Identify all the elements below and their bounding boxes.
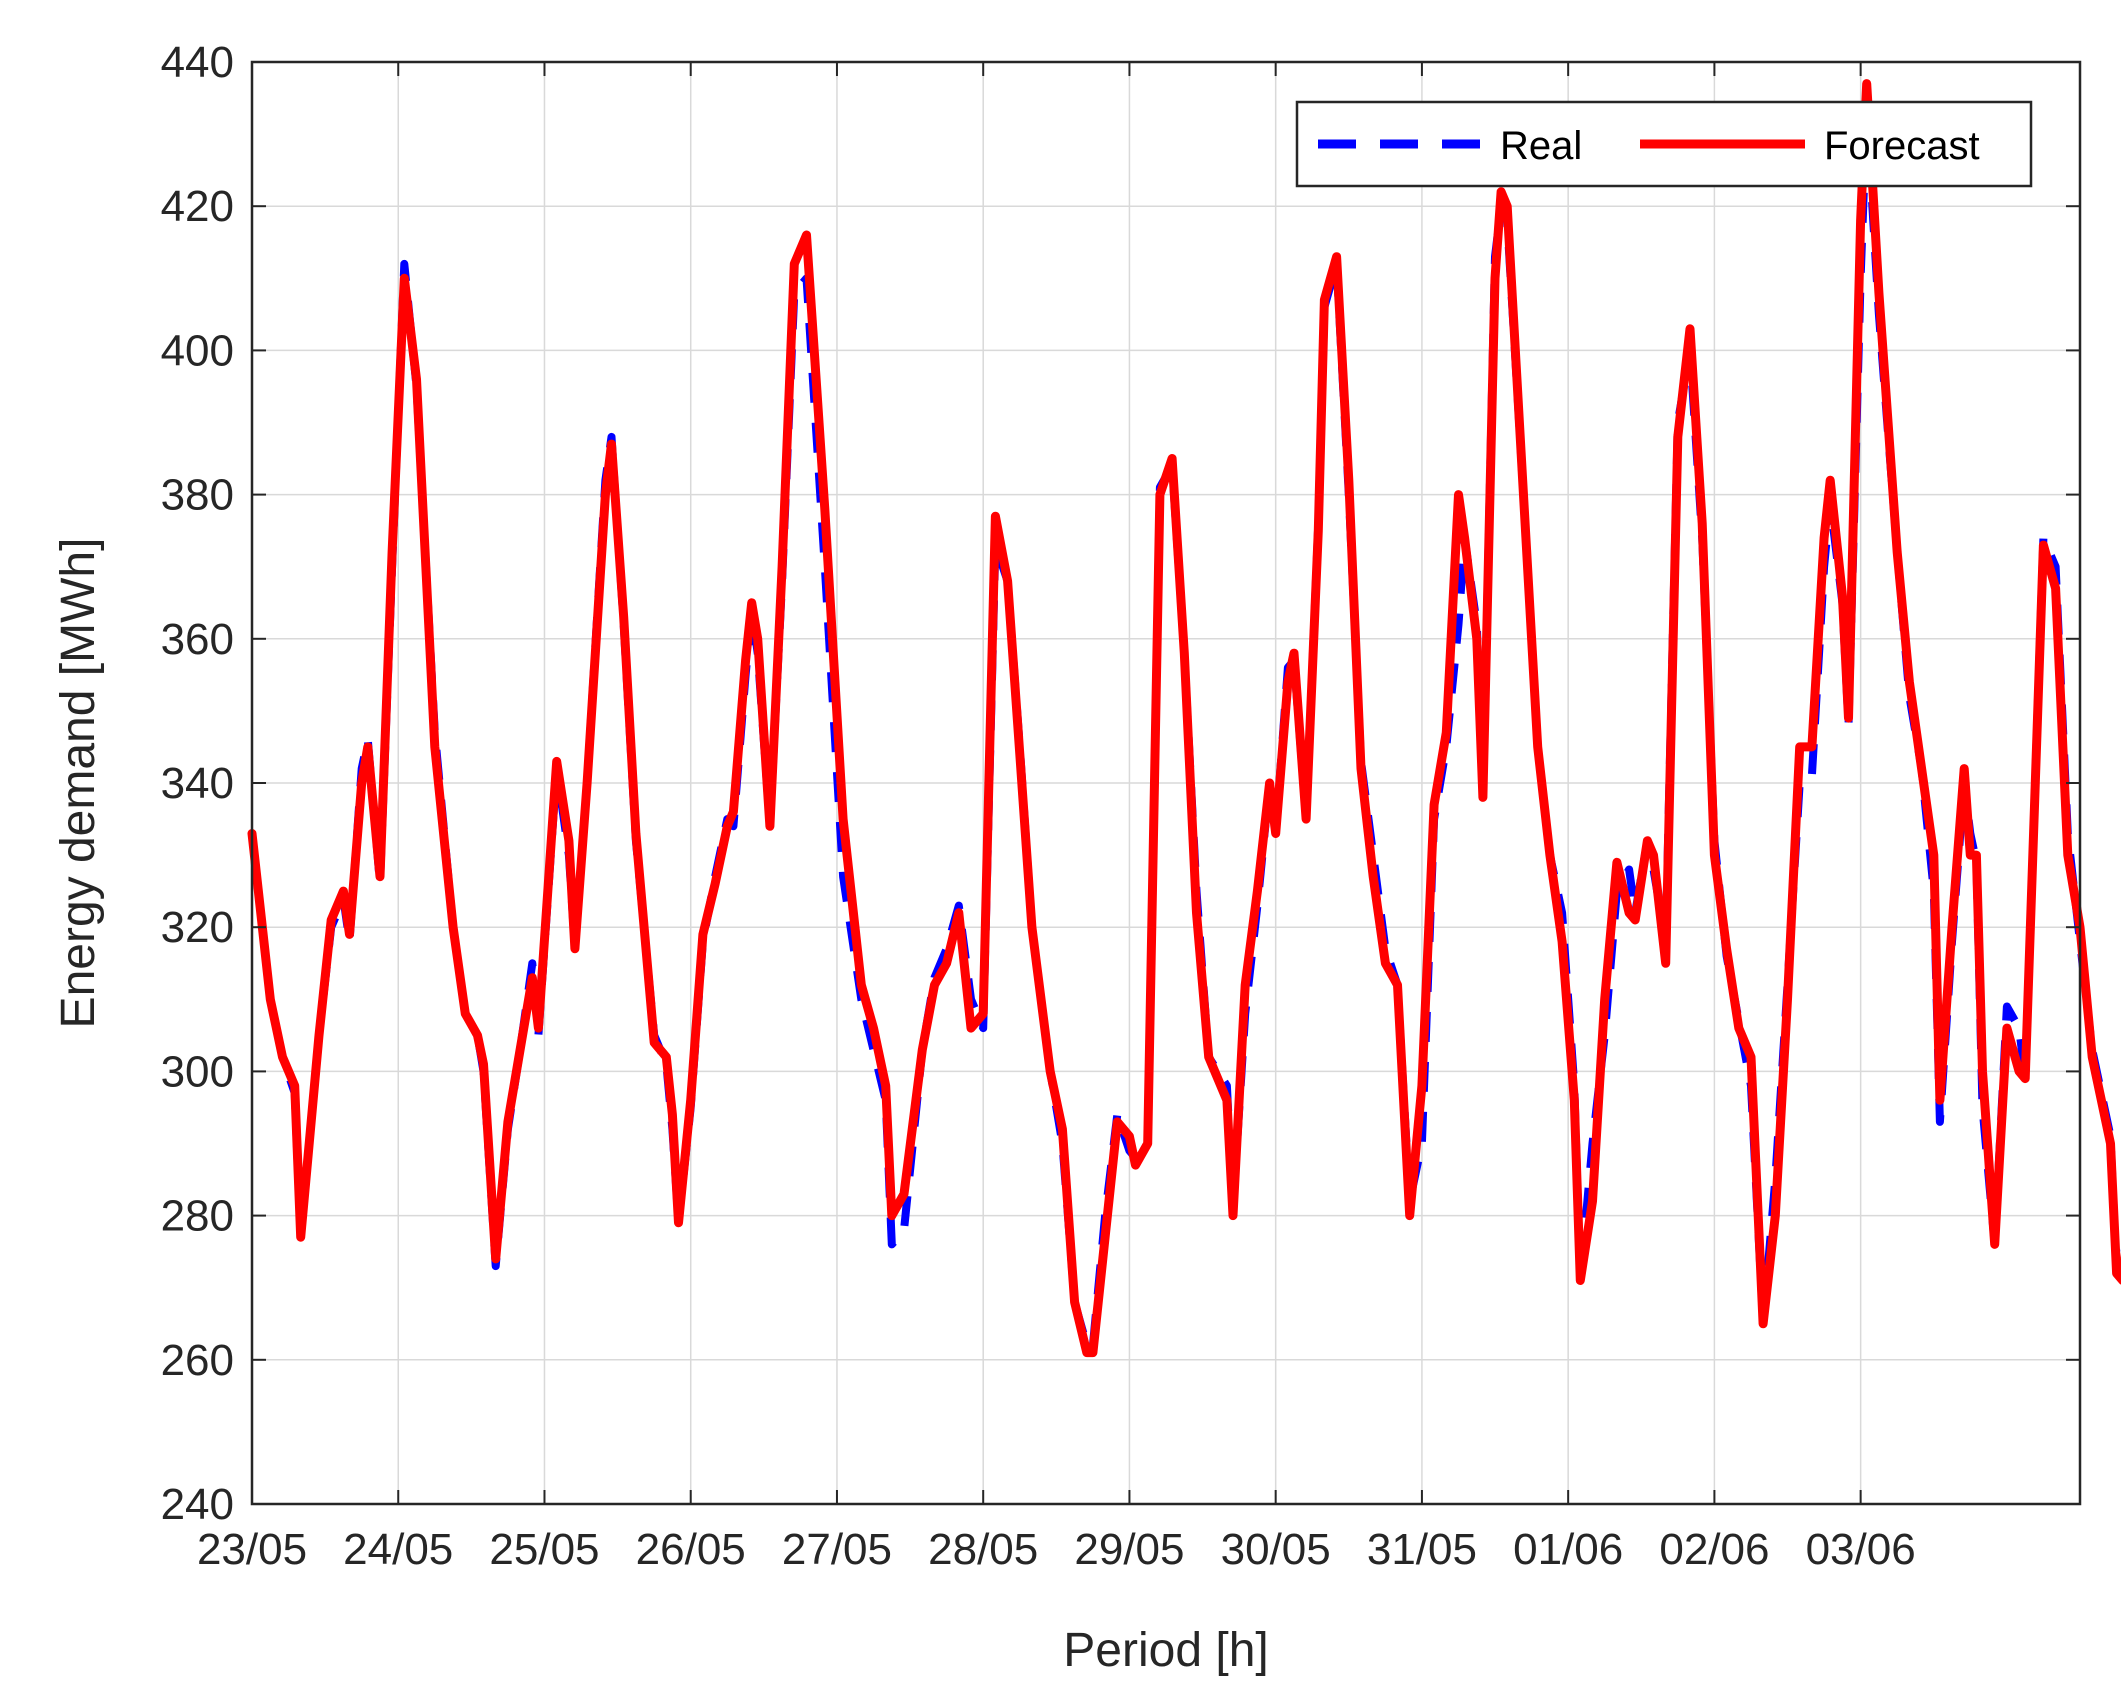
x-tick-label: 26/05: [636, 1525, 746, 1574]
x-axis-label: Period [h]: [1063, 1624, 1268, 1677]
x-tick-label: 01/06: [1513, 1525, 1623, 1574]
x-tick-label: 03/06: [1806, 1525, 1916, 1574]
y-axis-ticks: 240 260 280 300 320 340 360 380 400 420 440: [161, 38, 2080, 1529]
series-line-forecast: [247, 79, 2121, 1358]
y-tick-label: 340: [161, 759, 234, 808]
x-tick-label: 31/05: [1367, 1525, 1477, 1574]
y-tick-label: 420: [161, 182, 234, 231]
y-tick-label: 320: [161, 903, 234, 952]
y-tick-label: 360: [161, 615, 234, 664]
legend-forecast-label: Forecast: [1824, 124, 1980, 168]
y-tick-label: 280: [161, 1192, 234, 1241]
x-tick-label: 30/05: [1221, 1525, 1331, 1574]
x-tick-label: 28/05: [928, 1525, 1038, 1574]
y-tick-label: 380: [161, 471, 234, 520]
y-axis-label: Energy demand [MWh]: [52, 538, 105, 1029]
x-axis-ticks: 23/05 24/05 25/05 26/05 27/05 28/05 29/05 30/05…: [197, 62, 1916, 1574]
y-tick-label: 240: [161, 1480, 234, 1529]
y-tick-label: 260: [161, 1336, 234, 1385]
x-tick-label: 24/05: [343, 1525, 453, 1574]
y-tick-label: 440: [161, 38, 234, 87]
series-layer: [247, 79, 2121, 1358]
legend-real-label: Real: [1500, 124, 1582, 168]
y-tick-label: 400: [161, 326, 234, 375]
x-tick-label: 23/05: [197, 1525, 307, 1574]
x-tick-label: 25/05: [489, 1525, 599, 1574]
x-tick-label: 02/06: [1659, 1525, 1769, 1574]
x-tick-label: 27/05: [782, 1525, 892, 1574]
y-tick-label: 300: [161, 1047, 234, 1096]
x-tick-label: 29/05: [1074, 1525, 1184, 1574]
legend: Real Forecast: [1295, 100, 2033, 188]
